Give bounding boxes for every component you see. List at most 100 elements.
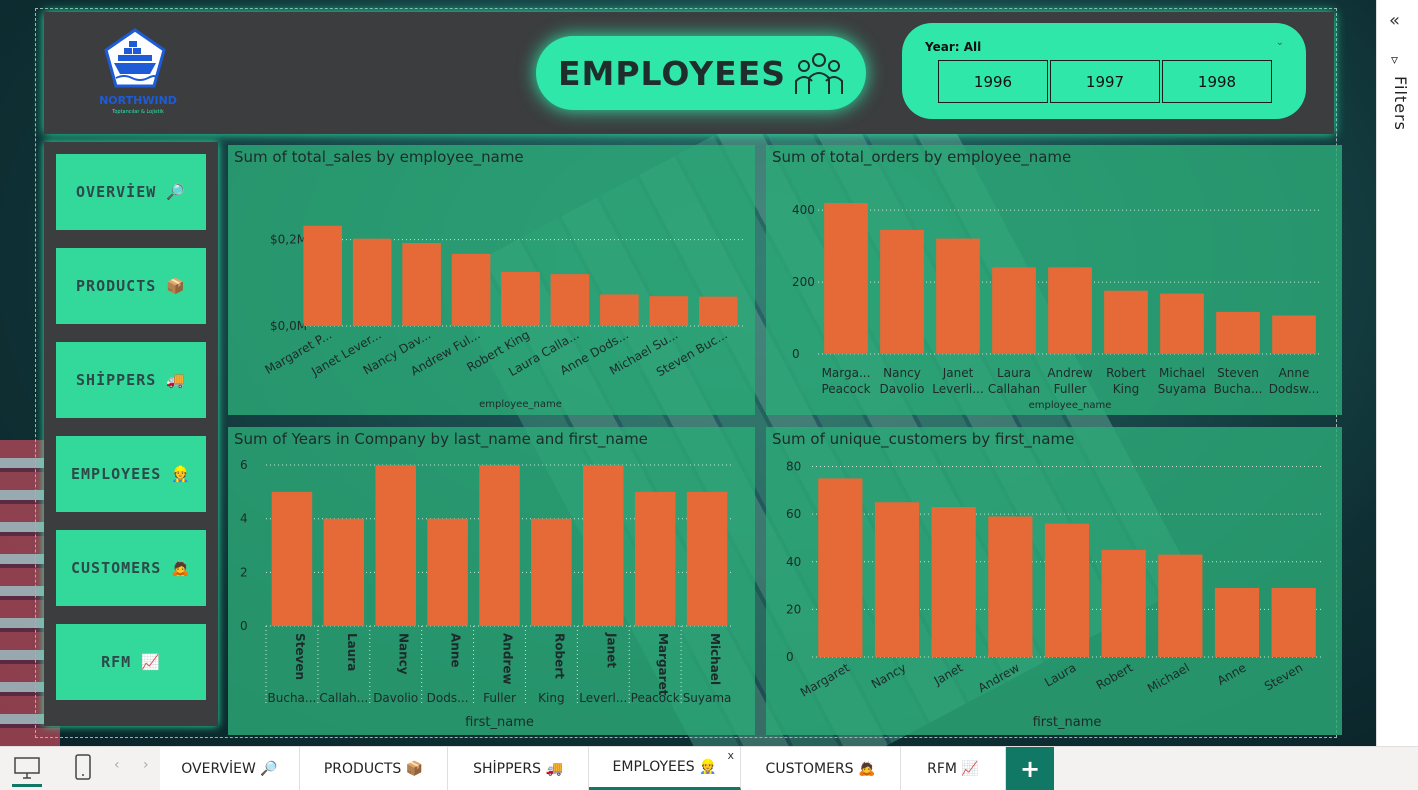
- tab-products[interactable]: PRODUCTS 📦: [300, 747, 448, 790]
- bar: [1214, 587, 1260, 657]
- chevron-down-icon[interactable]: ⌄: [1275, 37, 1284, 48]
- x-tick-label: Janet: [604, 632, 618, 668]
- x-tick-label: Laura: [345, 633, 359, 671]
- chart-years-in-company[interactable]: 0 2 4 6 Steven Bucha... Laura Callah... Nancy Dav…: [228, 427, 755, 735]
- x-tick-label: Anne: [1215, 660, 1249, 688]
- x-tick-label: Anne: [449, 633, 463, 668]
- chart-total-sales[interactable]: $0,0M $0,2M Margaret P... Janet Lever... Nan…: [228, 145, 755, 415]
- bar: [818, 478, 863, 657]
- tab-customers[interactable]: CUSTOMERS 🙇: [741, 747, 901, 790]
- x-tick-label: Michael: [1159, 366, 1205, 380]
- bar: [1158, 554, 1203, 657]
- y-tick-label: 200: [792, 275, 815, 289]
- bar: [501, 271, 540, 326]
- year-option-1997[interactable]: 1997: [1050, 60, 1160, 103]
- x-tick-label: Davolio: [879, 382, 924, 396]
- close-tab-icon[interactable]: x: [727, 749, 734, 762]
- x-axis-title: first_name: [1033, 715, 1102, 730]
- logo-subtitle: Toptancılar & Lojistik: [112, 109, 164, 115]
- nav-sidebar: OVERVİEW 🔎 PRODUCTS 📦 SHİPPERS 🚚 EMPLOYE…: [44, 142, 218, 726]
- mobile-view-icon[interactable]: [75, 754, 91, 780]
- page-title: EMPLOYEES: [536, 36, 866, 110]
- chart-total-orders[interactable]: 0 200 400 Marga... Peacock Nancy Davolio Janet L…: [766, 145, 1342, 415]
- year-option-1996[interactable]: 1996: [938, 60, 1048, 103]
- bar: [1048, 267, 1092, 354]
- tab-shippers[interactable]: SHİPPERS 🚚: [448, 747, 589, 790]
- y-tick-label: 20: [786, 602, 801, 616]
- bar: [1160, 293, 1204, 354]
- nav-shippers-button[interactable]: SHİPPERS 🚚: [56, 342, 206, 418]
- y-tick-label: 0: [240, 619, 248, 633]
- bar: [698, 296, 738, 326]
- x-tick-label: Fuller: [483, 691, 516, 705]
- x-tick-label: Bucha...: [1214, 382, 1263, 396]
- tab-rfm[interactable]: RFM 📈: [901, 747, 1006, 790]
- tab-overview[interactable]: OVERVİEW 🔎: [160, 747, 300, 790]
- chart-total-orders-plot: 0 200 400 Marga... Peacock Nancy Davolio Janet L…: [792, 202, 1322, 411]
- expand-chevrons-icon[interactable]: «: [1389, 10, 1401, 31]
- bar: [988, 516, 1033, 657]
- ship-logo-icon: [104, 28, 166, 88]
- chart-title: Sum of Years in Company by last_name and…: [234, 430, 648, 448]
- filters-label[interactable]: Filters: [1391, 76, 1410, 131]
- bar: [402, 243, 441, 326]
- y-tick-label: 60: [786, 507, 801, 521]
- x-tick-label: Davolio: [373, 691, 418, 705]
- y-tick-label: 0: [792, 347, 800, 361]
- chart-years-in-company-plot: 0 2 4 6 Steven Bucha... Laura Callah... Nancy Dav…: [240, 458, 733, 730]
- bar: [451, 253, 491, 326]
- bar: [1104, 290, 1148, 354]
- bar: [303, 225, 343, 326]
- chart-title: Sum of unique_customers by first_name: [772, 430, 1075, 448]
- bar: [1272, 315, 1316, 354]
- x-axis-title: first_name: [465, 715, 534, 730]
- nav-customers-button[interactable]: CUSTOMERS 🙇: [56, 530, 206, 606]
- add-page-button[interactable]: +: [1006, 747, 1054, 790]
- year-option-1998[interactable]: 1998: [1162, 60, 1272, 103]
- y-tick-label: 2: [240, 565, 248, 579]
- logo-name: NORTHWIND: [99, 94, 177, 107]
- bar: [600, 294, 639, 326]
- bar: [531, 518, 572, 626]
- bar: [880, 229, 924, 354]
- nav-overview-button[interactable]: OVERVİEW 🔎: [56, 154, 206, 230]
- y-tick-label: $0,0M: [270, 319, 307, 333]
- chart-unique-customers[interactable]: 0 20 40 60 80 Margaret Nancy Janet Andrew Laura Ro…: [766, 427, 1342, 735]
- bar: [936, 238, 980, 354]
- tab-label: RFM 📈: [927, 760, 979, 777]
- x-tick-label: Janet: [942, 366, 974, 380]
- chart-title: Sum of total_sales by employee_name: [234, 148, 524, 166]
- y-tick-label: 4: [240, 512, 248, 526]
- tab-label: PRODUCTS 📦: [323, 760, 424, 777]
- bar: [686, 491, 728, 626]
- scroll-right-icon[interactable]: ›: [143, 757, 149, 773]
- nav-employees-button[interactable]: EMPLOYEES 👷: [56, 436, 206, 512]
- x-tick-label: Andrew: [501, 633, 515, 685]
- northwind-logo: NORTHWIND Toptancılar & Lojistik: [94, 28, 182, 120]
- bar: [479, 465, 520, 626]
- bar: [874, 502, 920, 657]
- chart-unique-customers-plot: 0 20 40 60 80 Margaret Nancy Janet Andrew Laura Ro…: [786, 460, 1322, 730]
- tab-label: EMPLOYEES 👷: [612, 759, 717, 775]
- bar: [992, 267, 1036, 354]
- filter-icon[interactable]: ▿: [1391, 52, 1399, 68]
- x-tick-label: Andrew: [976, 660, 1022, 695]
- scroll-left-icon[interactable]: ‹: [114, 757, 120, 773]
- tab-employees[interactable]: EMPLOYEES 👷 x: [589, 747, 741, 790]
- bar: [352, 238, 392, 326]
- x-tick-label: Robert: [1106, 366, 1146, 380]
- nav-rfm-button[interactable]: RFM 📈: [56, 624, 206, 700]
- chart-title: Sum of total_orders by employee_name: [772, 148, 1072, 166]
- bar: [583, 465, 624, 626]
- bar: [271, 491, 313, 626]
- x-axis-title: employee_name: [479, 399, 562, 410]
- desktop-view-icon[interactable]: [14, 757, 40, 779]
- x-tick-label: Margaret: [656, 633, 670, 696]
- y-tick-label: 6: [240, 458, 248, 472]
- x-tick-label: Janet: [931, 660, 966, 688]
- y-tick-label: 80: [786, 460, 801, 474]
- nav-products-button[interactable]: PRODUCTS 📦: [56, 248, 206, 324]
- filters-pane: « ▿ Filters: [1376, 0, 1418, 746]
- page-tab-bar: ‹ › OVERVİEW 🔎 PRODUCTS 📦 SHİPPERS 🚚 EMP…: [0, 746, 1418, 790]
